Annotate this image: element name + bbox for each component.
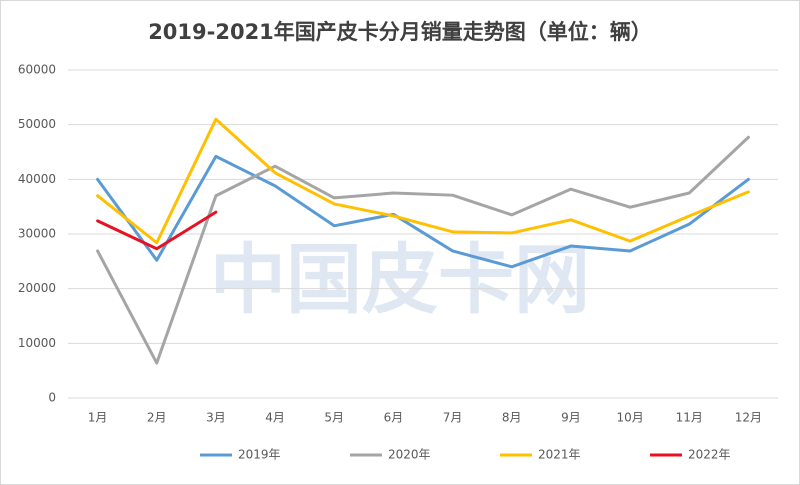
y-tick-label: 50000 xyxy=(18,117,56,131)
x-tick-label: 3月 xyxy=(206,411,226,425)
watermark: 中国皮卡网 xyxy=(210,235,590,324)
y-tick-label: 30000 xyxy=(18,227,56,241)
series-line xyxy=(96,210,218,251)
series-line xyxy=(96,135,750,365)
legend-label: 2021年 xyxy=(538,448,581,462)
x-tick-label: 11月 xyxy=(676,411,703,425)
x-tick-label: 2月 xyxy=(147,411,167,425)
series-line xyxy=(96,154,750,269)
y-tick-label: 10000 xyxy=(18,336,56,350)
x-tick-label: 7月 xyxy=(443,411,463,425)
x-tick-label: 12月 xyxy=(735,411,762,425)
x-tick-label: 4月 xyxy=(265,411,285,425)
x-tick-label: 6月 xyxy=(384,411,404,425)
y-tick-label: 60000 xyxy=(18,63,56,77)
x-tick-label: 5月 xyxy=(324,411,344,425)
y-tick-label: 0 xyxy=(48,391,56,405)
y-tick-label: 40000 xyxy=(18,172,56,186)
legend-label: 2022年 xyxy=(688,448,731,462)
x-tick-label: 9月 xyxy=(561,411,581,425)
x-tick-label: 1月 xyxy=(88,411,108,425)
x-tick-label: 8月 xyxy=(502,411,522,425)
series-line xyxy=(96,117,750,245)
y-tick-label: 20000 xyxy=(18,281,56,295)
legend-label: 2019年 xyxy=(238,448,281,462)
chart-title: 2019-2021年国产皮卡分月销量走势图（单位：辆） xyxy=(148,20,652,44)
legend-label: 2020年 xyxy=(388,448,431,462)
x-tick-label: 10月 xyxy=(616,411,643,425)
